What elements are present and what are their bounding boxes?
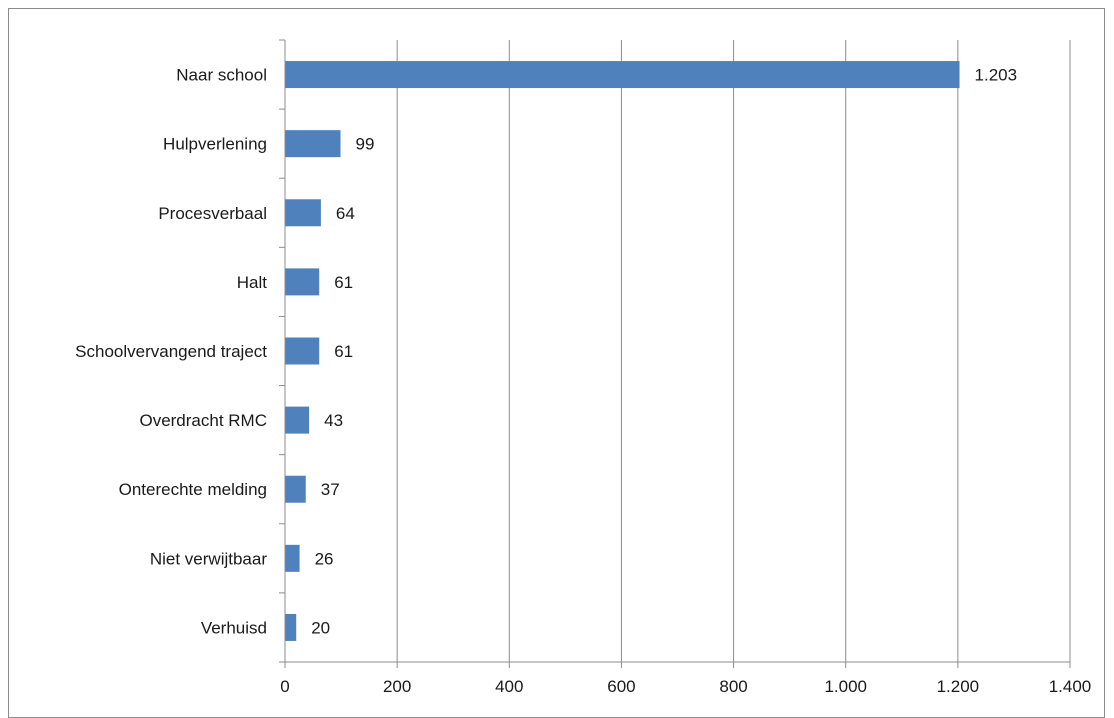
category-labels: Naar school Hulpverlening Procesverbaal Hal…: [75, 66, 267, 638]
category-label: Schoolvervangend traject: [75, 342, 267, 361]
bar: [285, 61, 960, 89]
gridlines: [396, 40, 1071, 662]
x-tick-label: 1.400: [1049, 677, 1092, 696]
bar: [285, 613, 297, 641]
x-tick-label: 0: [280, 677, 289, 696]
bar: [285, 544, 300, 572]
bar: [285, 130, 341, 158]
data-labels: 1.203 99 64 61 61 43 37 26 20: [311, 66, 1017, 638]
x-tick-label: 200: [383, 677, 411, 696]
category-label: Halt: [237, 273, 268, 292]
bar: [285, 199, 321, 227]
x-tick-label: 400: [495, 677, 523, 696]
chart-frame: [8, 8, 1105, 718]
x-tick-label: 800: [719, 677, 747, 696]
axes: [279, 39, 1071, 668]
data-label: 61: [334, 342, 353, 361]
category-label: Onterechte melding: [119, 480, 267, 499]
bar: [285, 337, 320, 365]
x-tick-labels: 0 200 400 600 800 1.000 1.200 1.400: [280, 677, 1091, 696]
category-label: Verhuisd: [201, 618, 267, 637]
x-tick-label: 600: [607, 677, 635, 696]
bar: [285, 406, 310, 434]
bar: [285, 475, 306, 503]
x-tick-label: 1.200: [937, 677, 980, 696]
bars: [285, 61, 960, 641]
category-label: Overdracht RMC: [139, 411, 267, 430]
data-label: 64: [336, 204, 355, 223]
x-tick-label: 1.000: [824, 677, 867, 696]
category-label: Procesverbaal: [158, 204, 267, 223]
data-label: 20: [311, 618, 330, 637]
data-label: 37: [321, 480, 340, 499]
data-label: 1.203: [975, 66, 1018, 85]
category-label: Niet verwijtbaar: [150, 549, 267, 568]
data-label: 43: [324, 411, 343, 430]
category-label: Hulpverlening: [163, 135, 267, 154]
bar: [285, 268, 320, 296]
data-label: 61: [334, 273, 353, 292]
category-label: Naar school: [176, 66, 267, 85]
data-label: 26: [315, 549, 334, 568]
data-label: 99: [356, 135, 375, 154]
